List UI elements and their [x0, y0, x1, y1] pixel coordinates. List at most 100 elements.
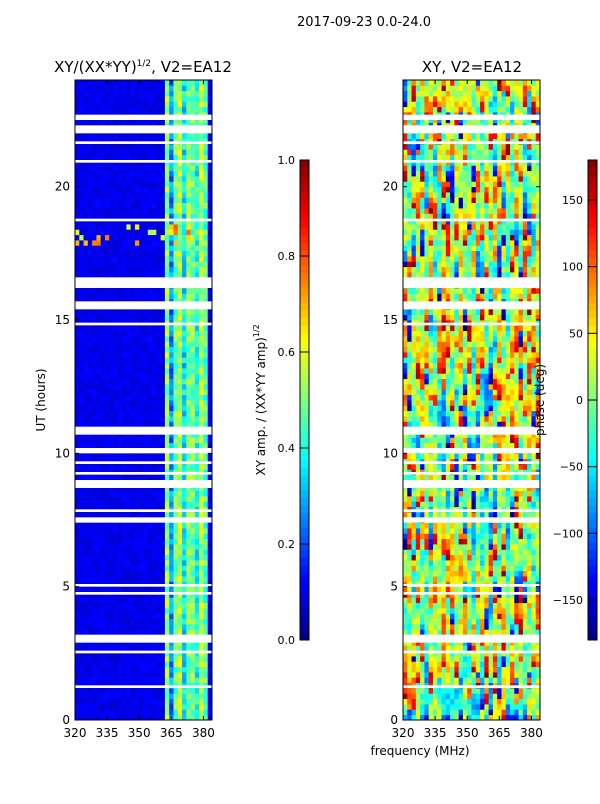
heatmap-cell	[88, 416, 93, 422]
heatmap-cell	[79, 373, 84, 379]
heatmap-cell	[152, 256, 157, 262]
heatmap-cell	[122, 395, 127, 401]
heatmap-cell	[182, 315, 187, 321]
heatmap-cell	[131, 539, 136, 545]
heatmap-cell	[191, 272, 196, 278]
heatmap-cell	[178, 171, 183, 177]
colorbar-segment	[300, 498, 309, 506]
heatmap-cell	[109, 107, 114, 113]
heatmap-cell	[199, 85, 204, 91]
heatmap-cell	[88, 336, 93, 342]
heatmap-cell	[454, 613, 459, 619]
heatmap-cell	[148, 171, 153, 177]
heatmap-cell	[148, 245, 153, 251]
heatmap-cell	[144, 373, 149, 379]
heatmap-cell	[135, 549, 140, 555]
heatmap-cell	[450, 603, 455, 609]
heatmap-cell	[191, 261, 196, 267]
heatmap-cell	[105, 395, 110, 401]
heatmap-cell	[429, 667, 434, 673]
heatmap-cell	[135, 347, 140, 353]
heatmap-cell	[173, 203, 178, 209]
heatmap-cell	[131, 512, 136, 518]
heatmap-cell	[92, 677, 97, 683]
heatmap-cell	[135, 165, 140, 171]
heatmap-cell	[182, 613, 187, 619]
heatmap-cell	[135, 667, 140, 673]
heatmap-cell	[493, 661, 498, 667]
heatmap-cell	[79, 704, 84, 710]
heatmap-cell	[88, 341, 93, 347]
heatmap-cell	[467, 704, 472, 710]
heatmap-cell	[191, 672, 196, 678]
heatmap-cell	[182, 576, 187, 582]
heatmap-cell	[144, 656, 149, 662]
heatmap-cell	[135, 672, 140, 678]
heatmap-cell	[105, 203, 110, 209]
heatmap-cell	[84, 496, 89, 502]
heatmap-cell	[118, 523, 123, 529]
heatmap-cell	[420, 688, 425, 694]
heatmap-cell	[165, 416, 170, 422]
heatmap-cell	[203, 235, 208, 241]
heatmap-cell	[195, 91, 200, 97]
heatmap-cell	[126, 437, 131, 443]
heatmap-cell	[484, 656, 489, 662]
heatmap-cell	[191, 464, 196, 470]
heatmap-cell	[165, 389, 170, 395]
heatmap-cell	[424, 699, 429, 705]
heatmap-cell	[169, 208, 174, 214]
heatmap-cell	[156, 208, 161, 214]
heatmap-cell	[463, 613, 468, 619]
heatmap-cell	[88, 256, 93, 262]
heatmap-cell	[450, 693, 455, 699]
heatmap-cell	[161, 197, 166, 203]
heatmap-cell	[114, 229, 119, 235]
heatmap-cell	[105, 96, 110, 102]
heatmap-cell	[122, 608, 127, 614]
heatmap-cell	[148, 549, 153, 555]
heatmap-cell	[144, 288, 149, 294]
heatmap-cell	[424, 629, 429, 635]
heatmap-cell	[161, 677, 166, 683]
heatmap-cell	[165, 224, 170, 230]
heatmap-cell	[182, 571, 187, 577]
heatmap-cell	[173, 187, 178, 193]
heatmap-cell	[101, 533, 106, 539]
colorbar-segment	[300, 438, 309, 446]
heatmap-cell	[101, 576, 106, 582]
heatmap-cell	[148, 197, 153, 203]
heatmap-cell	[173, 667, 178, 673]
heatmap-cell	[126, 208, 131, 214]
heatmap-cell	[203, 597, 208, 603]
heatmap-cell	[84, 192, 89, 198]
heatmap-cell	[191, 363, 196, 369]
heatmap-cell	[84, 251, 89, 257]
heatmap-cell	[118, 347, 123, 353]
heatmap-cell	[152, 533, 157, 539]
heatmap-cell	[169, 645, 174, 651]
heatmap-cell	[105, 453, 110, 459]
heatmap-cell	[105, 608, 110, 614]
heatmap-cell	[493, 693, 498, 699]
heatmap-cell	[186, 272, 191, 278]
heatmap-cell	[101, 251, 106, 257]
heatmap-cell	[203, 197, 208, 203]
heatmap-cell	[527, 704, 532, 710]
heatmap-cell	[122, 251, 127, 257]
heatmap-cell	[203, 176, 208, 182]
heatmap-cell	[169, 656, 174, 662]
heatmap-cell	[497, 629, 502, 635]
heatmap-cell	[156, 619, 161, 625]
heatmap-cell	[169, 325, 174, 331]
heatmap-cell	[186, 80, 191, 86]
heatmap-cell	[178, 453, 183, 459]
heatmap-cell	[114, 155, 119, 161]
heatmap-cell	[144, 85, 149, 91]
heatmap-cell	[169, 539, 174, 545]
heatmap-cell	[118, 293, 123, 299]
heatmap-cell	[519, 603, 524, 609]
heatmap-cell	[139, 501, 144, 507]
heatmap-cell	[118, 267, 123, 273]
heatmap-cell	[126, 91, 131, 97]
